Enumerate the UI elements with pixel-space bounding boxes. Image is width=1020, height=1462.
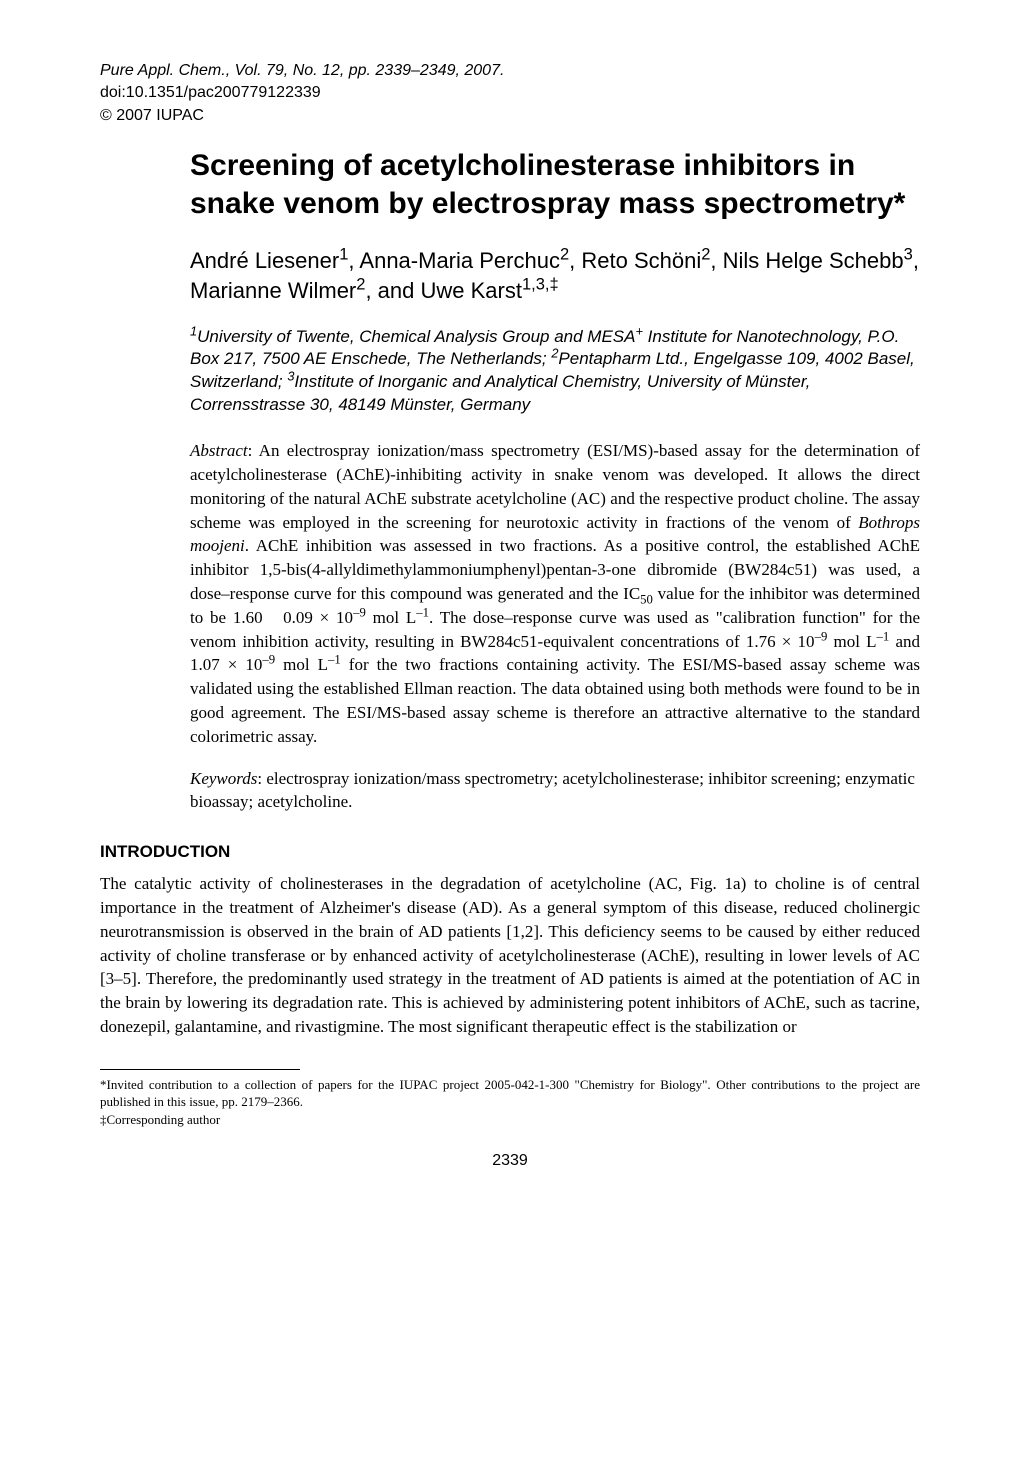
journal-reference: Pure Appl. Chem., Vol. 79, No. 12, pp. 2…	[100, 62, 504, 79]
doi: doi:10.1351/pac200779122339	[100, 84, 321, 101]
abstract-text: : An electrospray ionization/mass spectr…	[190, 441, 920, 746]
abstract-label: Abstract	[190, 441, 248, 460]
footnote-separator	[100, 1069, 300, 1070]
keywords-label: Keywords	[190, 769, 257, 788]
abstract: Abstract: An electrospray ionization/mas…	[190, 439, 920, 748]
paper-title: Screening of acetylcholinesterase inhibi…	[190, 147, 920, 222]
keywords: Keywords: electrospray ionization/mass s…	[190, 767, 920, 815]
affiliations: 1University of Twente, Chemical Analysis…	[190, 326, 920, 418]
intro-paragraph: The catalytic activity of cholinesterase…	[100, 872, 920, 1039]
page-number: 2339	[100, 1152, 920, 1170]
footnote-2: ‡Corresponding author	[100, 1111, 920, 1129]
header-meta: Pure Appl. Chem., Vol. 79, No. 12, pp. 2…	[100, 60, 920, 127]
section-heading-introduction: INTRODUCTION	[100, 842, 920, 862]
keywords-text: : electrospray ionization/mass spectrome…	[190, 769, 915, 812]
authors: André Liesener1, Anna-Maria Perchuc2, Re…	[190, 246, 920, 305]
footnote-1: *Invited contribution to a collection of…	[100, 1076, 920, 1111]
copyright: © 2007 IUPAC	[100, 107, 204, 124]
